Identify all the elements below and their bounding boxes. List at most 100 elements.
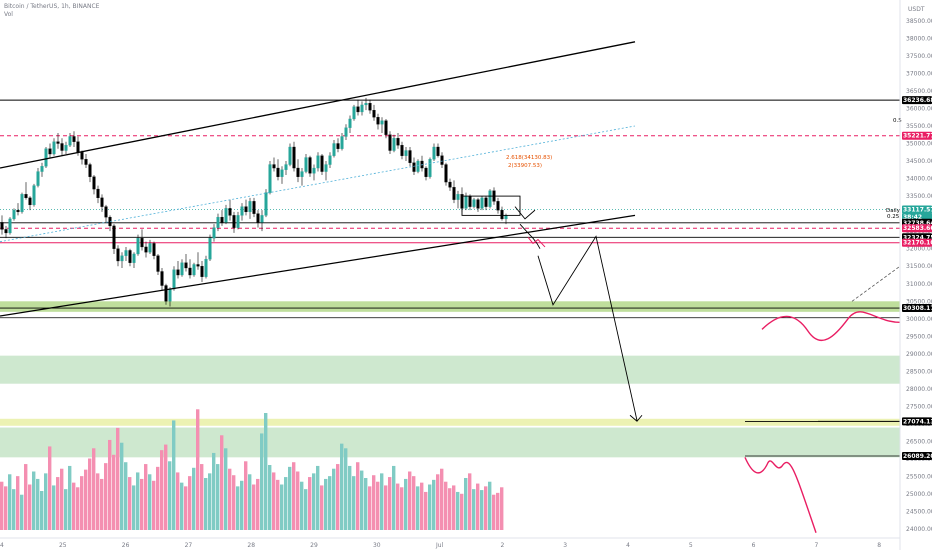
price-tag-label-3: 32738.64 (903, 220, 932, 227)
projection-annotations: 2.618(34130.83) 2(33907.53) 0.5 Daily 0.… (506, 118, 902, 220)
symbol-title[interactable]: Bitcoin / TetherUS, 1h, BINANCE (4, 3, 100, 10)
volume-bar (420, 482, 424, 530)
candle-body (84, 159, 88, 165)
candle-body (352, 106, 356, 120)
candle-body (192, 264, 196, 276)
candle-body (240, 206, 244, 216)
candle-body (204, 259, 208, 277)
candle-body (4, 229, 8, 234)
volume-bar (308, 477, 312, 530)
price-tick-label: 31000.00 (906, 281, 932, 288)
price-tick-label: 34000.00 (906, 176, 932, 183)
volume-bar (80, 476, 84, 530)
candle-body (348, 118, 352, 128)
price-tag-label-2: 33117.57 (903, 207, 932, 214)
candle-body (156, 255, 160, 272)
candle-body (424, 167, 428, 177)
volume-bar (348, 465, 352, 530)
candle-body (480, 197, 484, 209)
volume-bar (236, 486, 240, 530)
volume-bar (28, 484, 32, 530)
candle-body (276, 167, 280, 177)
candle-body (252, 201, 256, 214)
candle-body (232, 215, 236, 228)
volume-bar (160, 450, 164, 530)
candlesticks (0, 97, 508, 307)
candle-body (428, 159, 432, 177)
candle-body (52, 141, 56, 155)
volume-bar (492, 494, 496, 530)
volume-bar (364, 478, 368, 530)
volume-bar (212, 452, 216, 530)
candle-body (36, 171, 40, 186)
time-tick-label: 30 (373, 542, 381, 549)
price-tag-sub-bg (902, 213, 932, 221)
volume-bar (248, 474, 252, 530)
candle-body (104, 206, 108, 218)
price-tick-label: 38500.00 (906, 18, 932, 25)
volume-bar (460, 493, 464, 530)
candle-body (308, 157, 312, 174)
candle-body (256, 213, 260, 223)
candle-body (152, 243, 156, 256)
price-tick-label: 26500.00 (906, 439, 932, 446)
volume-bar (336, 464, 340, 530)
pink-wave-bottom (744, 457, 817, 533)
candle-body (408, 150, 412, 163)
time-tick-label: 29 (310, 542, 318, 549)
zone-0 (0, 301, 900, 312)
price-tag-8 (902, 417, 932, 426)
volume-bar (496, 492, 500, 530)
candle-body (244, 206, 248, 213)
price-tag-4 (902, 224, 932, 233)
fib-label-025: 0.25 (887, 214, 900, 220)
candle-body (340, 136, 344, 149)
candle-body (336, 143, 340, 149)
volume-bar (188, 476, 192, 530)
price-tag-label-0: 36236.68 (903, 97, 932, 104)
candle-body (488, 190, 492, 207)
volume-bar (488, 481, 492, 530)
candle-body (296, 167, 300, 177)
price-tick-label: 34500.00 (906, 158, 932, 165)
indicator-label[interactable]: Vol (4, 11, 13, 18)
volume-bar (68, 465, 72, 530)
volume-bar (116, 427, 120, 530)
candle-body (24, 194, 28, 199)
candle-body (144, 246, 148, 253)
candle-body (12, 209, 16, 220)
volume-bar (392, 465, 396, 530)
price-tick-label: 28500.00 (906, 368, 932, 375)
candle-body (292, 146, 296, 169)
price-tick-label: 37000.00 (906, 70, 932, 77)
volume-bar (0, 481, 4, 530)
volume-bar (324, 478, 328, 530)
candle-body (392, 138, 396, 151)
volume-bar (152, 480, 156, 530)
candle-body (280, 169, 284, 177)
volume-bar (136, 472, 140, 530)
volume-bar (244, 461, 248, 530)
candle-body (180, 262, 184, 276)
volume-bar (100, 478, 104, 530)
candle-body (8, 218, 12, 234)
candle-body (28, 197, 32, 206)
fib-label-05: 0.5 (893, 118, 902, 124)
candle-body (32, 185, 36, 206)
zone-2 (0, 418, 900, 426)
candle-body (344, 127, 348, 137)
volume-bar (292, 462, 296, 530)
volume-bar (200, 464, 204, 530)
support-zones (0, 301, 900, 458)
time-tick-label: 4 (626, 542, 630, 549)
price-tick-label: 29000.00 (906, 351, 932, 358)
volume-bar (448, 488, 452, 530)
time-axis[interactable]: 24 25 26 27 28 29 30 Jul 2 3 4 5 6 7 8 (0, 537, 900, 549)
volume-bar (232, 475, 236, 530)
volume-bar (276, 479, 280, 530)
projection-arrowhead (629, 414, 643, 422)
price-tick-label: 24000.00 (906, 526, 932, 533)
candle-body (68, 136, 72, 146)
price-axis[interactable]: USDT24000.0024500.0025000.0025500.002600… (899, 0, 932, 550)
